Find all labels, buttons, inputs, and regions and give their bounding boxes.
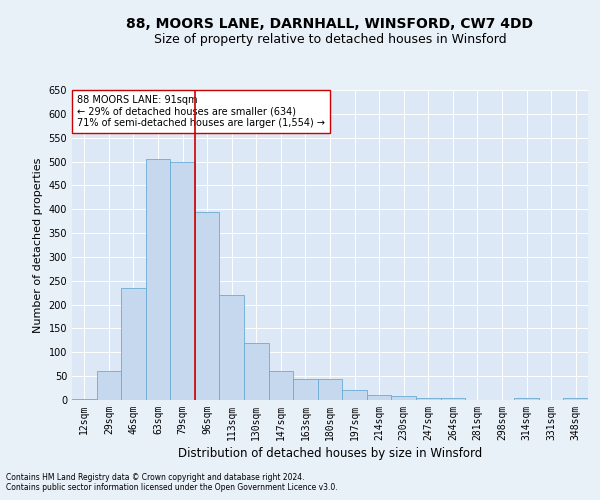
Bar xyxy=(293,378,318,400)
Bar xyxy=(195,212,220,400)
Bar xyxy=(416,398,440,400)
Bar xyxy=(220,295,244,400)
Text: Size of property relative to detached houses in Winsford: Size of property relative to detached ho… xyxy=(154,32,506,46)
Y-axis label: Number of detached properties: Number of detached properties xyxy=(33,158,43,332)
Text: Contains HM Land Registry data © Crown copyright and database right 2024.: Contains HM Land Registry data © Crown c… xyxy=(6,474,305,482)
Bar xyxy=(244,343,269,400)
Bar xyxy=(72,398,97,400)
Bar xyxy=(440,398,465,400)
Text: 88 MOORS LANE: 91sqm
← 29% of detached houses are smaller (634)
71% of semi-deta: 88 MOORS LANE: 91sqm ← 29% of detached h… xyxy=(77,94,325,128)
Bar xyxy=(121,288,146,400)
Bar xyxy=(391,396,416,400)
Bar xyxy=(170,162,195,400)
Bar xyxy=(342,390,367,400)
Bar xyxy=(269,372,293,400)
Text: 88, MOORS LANE, DARNHALL, WINSFORD, CW7 4DD: 88, MOORS LANE, DARNHALL, WINSFORD, CW7 … xyxy=(127,18,533,32)
Bar xyxy=(318,378,342,400)
Bar xyxy=(514,398,539,400)
Text: Contains public sector information licensed under the Open Government Licence v3: Contains public sector information licen… xyxy=(6,484,338,492)
Bar xyxy=(367,395,391,400)
X-axis label: Distribution of detached houses by size in Winsford: Distribution of detached houses by size … xyxy=(178,447,482,460)
Bar xyxy=(563,398,588,400)
Bar xyxy=(97,372,121,400)
Bar xyxy=(146,159,170,400)
